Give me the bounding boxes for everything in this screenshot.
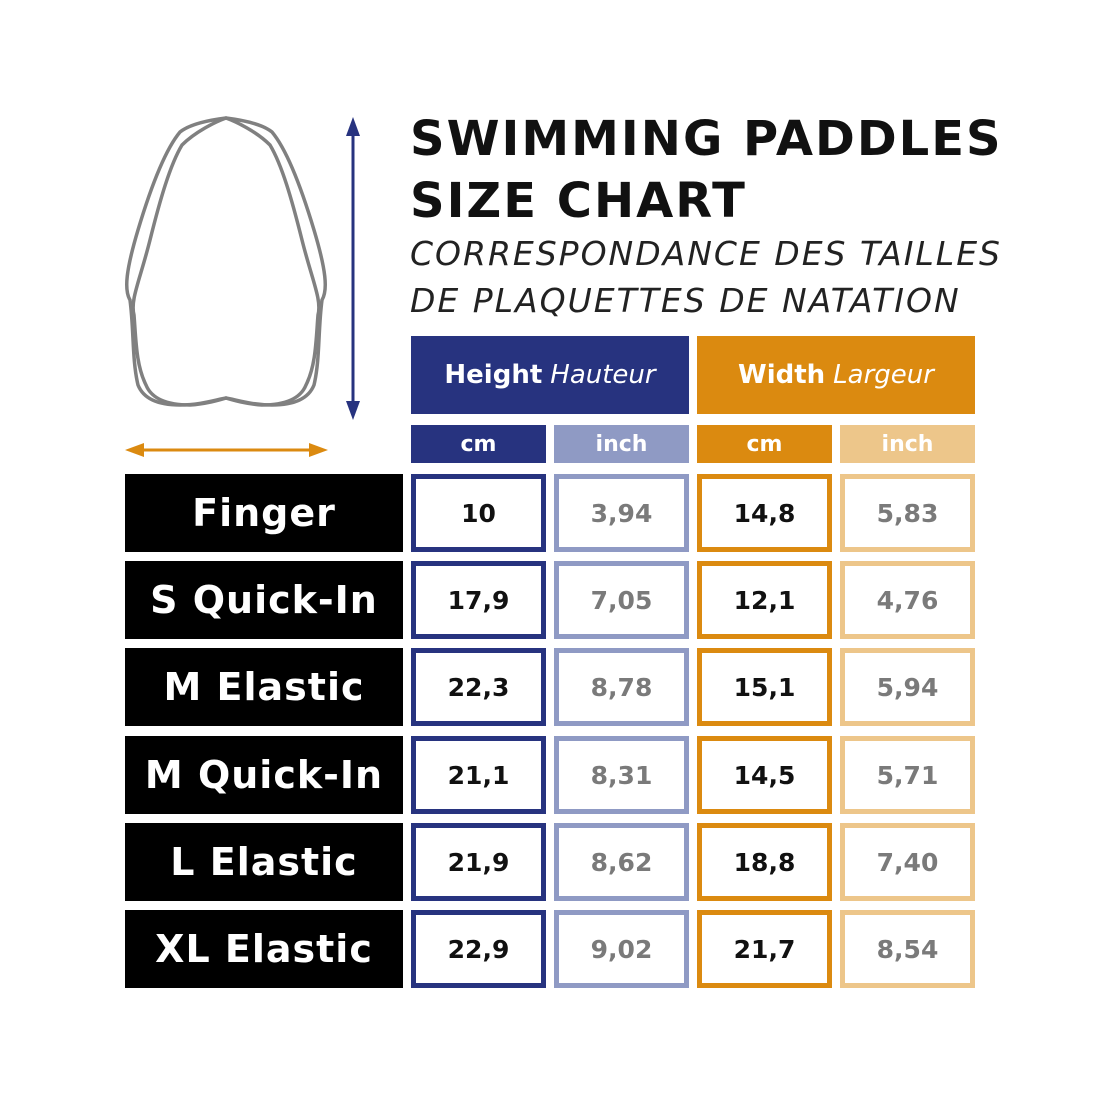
cell-height-inch: 8,78: [554, 648, 689, 726]
cell-width-cm: 21,7: [697, 910, 832, 988]
cell-width-cm: 18,8: [697, 823, 832, 901]
cell-height-inch: 8,62: [554, 823, 689, 901]
row-label: L Elastic: [125, 823, 403, 901]
unit-header-width-inch: inch: [840, 425, 975, 463]
subtitle-line: DE PLAQUETTES DE NATATION: [410, 281, 961, 320]
cell-width-cm: 15,1: [697, 648, 832, 726]
subtitle-line: CORRESPONDANCE DES TAILLES: [410, 234, 1002, 273]
cell-height-inch: 7,05: [554, 561, 689, 639]
row-label: Finger: [125, 474, 403, 552]
paddle-illustration: [124, 116, 360, 457]
vertical-double-arrow-icon: [346, 117, 360, 420]
height-header: Height Hauteur: [411, 336, 689, 414]
cell-height-cm: 21,1: [411, 736, 546, 814]
cell-width-cm: 12,1: [697, 561, 832, 639]
cell-width-cm: 14,5: [697, 736, 832, 814]
row-label: XL Elastic: [125, 910, 403, 988]
paddle-outline-icon: [124, 116, 328, 407]
cell-height-inch: 9,02: [554, 910, 689, 988]
width-header: Width Largeur: [697, 336, 975, 414]
cell-width-inch: 5,71: [840, 736, 975, 814]
page-title: SWIMMING PADDLES SIZE CHART: [410, 108, 1003, 232]
row-label: M Quick-In: [125, 736, 403, 814]
unit-header-height-inch: inch: [554, 425, 689, 463]
horizontal-double-arrow-icon: [125, 443, 328, 457]
cell-width-inch: 8,54: [840, 910, 975, 988]
title-line: SWIMMING PADDLES: [410, 111, 1003, 167]
cell-height-cm: 17,9: [411, 561, 546, 639]
unit-header-width-cm: cm: [697, 425, 832, 463]
width-label-fr: Largeur: [833, 360, 934, 390]
cell-width-inch: 5,94: [840, 648, 975, 726]
title-line: SIZE CHART: [410, 173, 747, 229]
cell-height-inch: 8,31: [554, 736, 689, 814]
cell-height-cm: 22,3: [411, 648, 546, 726]
width-label: Width: [738, 360, 826, 390]
cell-height-cm: 10: [411, 474, 546, 552]
cell-width-cm: 14,8: [697, 474, 832, 552]
row-label: S Quick-In: [125, 561, 403, 639]
cell-height-cm: 22,9: [411, 910, 546, 988]
height-label-fr: Hauteur: [550, 360, 656, 390]
unit-header-height-cm: cm: [411, 425, 546, 463]
cell-height-cm: 21,9: [411, 823, 546, 901]
height-label: Height: [444, 360, 543, 390]
cell-width-inch: 7,40: [840, 823, 975, 901]
row-label: M Elastic: [125, 648, 403, 726]
cell-width-inch: 4,76: [840, 561, 975, 639]
cell-width-inch: 5,83: [840, 474, 975, 552]
cell-height-inch: 3,94: [554, 474, 689, 552]
page-subtitle: CORRESPONDANCE DES TAILLES DE PLAQUETTES…: [410, 230, 1002, 324]
